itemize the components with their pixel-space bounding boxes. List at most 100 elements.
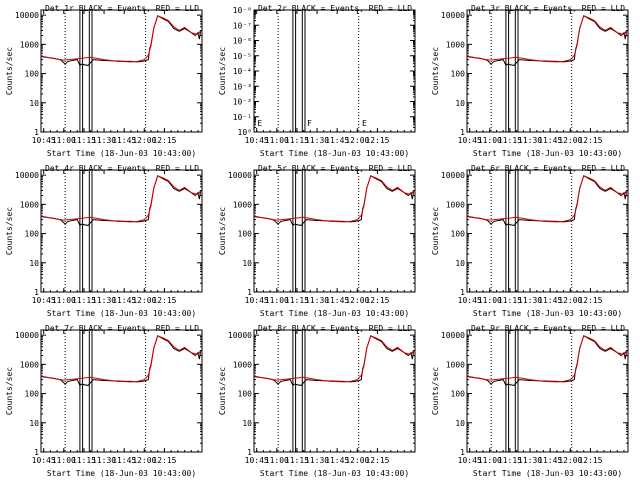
y-tick-label: 10⁻⁵ bbox=[233, 52, 252, 61]
x-tick-label: 11:30 bbox=[305, 296, 329, 305]
solid-interval-bar bbox=[292, 169, 297, 293]
x-tick-label: 11:30 bbox=[518, 296, 542, 305]
x-axis-label: Start Time (18-Jun-03 10:43:00) bbox=[473, 309, 622, 318]
panel-title: Det 2r BLACK = Events, RED = LLD bbox=[258, 4, 412, 13]
x-tick-label: 12:00 bbox=[345, 136, 369, 145]
x-tick-label: 12:15 bbox=[365, 456, 389, 465]
y-tick-label: 100 bbox=[451, 390, 466, 399]
y-tick-label: 10⁻⁴ bbox=[233, 67, 252, 76]
x-tick-label: 12:15 bbox=[152, 456, 176, 465]
x-axis-label: Start Time (18-Jun-03 10:43:00) bbox=[260, 309, 409, 318]
panel-title: Det 8r BLACK = Events, RED = LLD bbox=[258, 324, 412, 333]
events-series-line bbox=[466, 175, 628, 227]
x-tick-label: 11:15 bbox=[285, 296, 309, 305]
y-tick-label: 10 bbox=[29, 419, 39, 428]
y-tick-label: 100 bbox=[238, 230, 253, 239]
y-axis-label: Counts/sec bbox=[218, 207, 227, 255]
lld-series-line bbox=[466, 175, 628, 223]
x-tick-label: 10:45 bbox=[32, 296, 56, 305]
x-tick-label: 11:45 bbox=[325, 136, 349, 145]
y-tick-label: 10⁻² bbox=[233, 98, 252, 107]
lld-series-line bbox=[40, 335, 202, 383]
y-tick-label: 1000 bbox=[20, 200, 39, 209]
x-tick-label: 11:45 bbox=[538, 136, 562, 145]
y-tick-label: 1000 bbox=[446, 40, 465, 49]
x-tick-label: 11:30 bbox=[305, 456, 329, 465]
y-tick-label: 10000 bbox=[228, 331, 252, 340]
x-tick-label: 10:45 bbox=[245, 136, 269, 145]
y-tick-label: 1000 bbox=[233, 200, 252, 209]
lld-series-line bbox=[466, 335, 628, 383]
plot-frame bbox=[466, 329, 629, 453]
plot-frame bbox=[40, 169, 203, 293]
x-tick-label: 12:15 bbox=[578, 136, 602, 145]
y-tick-label: 100 bbox=[451, 230, 466, 239]
detector-panel: Det 1r BLACK = Events, RED = LLD Counts/s… bbox=[5, 4, 203, 158]
y-tick-label: 1000 bbox=[20, 360, 39, 369]
x-tick-label: 11:00 bbox=[478, 296, 502, 305]
detector-panel: Det 6r BLACK = Events, RED = LLD Counts/s… bbox=[431, 164, 629, 318]
panel-title: Det 6r BLACK = Events, RED = LLD bbox=[471, 164, 625, 173]
lld-series-line bbox=[253, 175, 415, 223]
solid-interval-bar bbox=[79, 169, 84, 293]
y-tick-label: 1000 bbox=[233, 360, 252, 369]
y-tick-label: 1 bbox=[34, 128, 39, 137]
y-tick-label: 100 bbox=[25, 230, 40, 239]
x-tick-label: 11:15 bbox=[72, 136, 96, 145]
y-axis-label: Counts/sec bbox=[5, 207, 14, 255]
solid-interval-bar bbox=[292, 9, 297, 133]
y-tick-label: 100 bbox=[25, 70, 40, 79]
x-tick-label: 12:15 bbox=[365, 136, 389, 145]
y-tick-label: 10⁰ bbox=[238, 128, 252, 137]
y-tick-label: 1 bbox=[460, 128, 465, 137]
x-tick-label: 11:15 bbox=[498, 136, 522, 145]
solid-interval-bar bbox=[292, 329, 297, 453]
x-tick-label: 11:00 bbox=[52, 136, 76, 145]
y-tick-label: 10000 bbox=[15, 171, 39, 180]
x-tick-label: 11:30 bbox=[518, 136, 542, 145]
x-tick-label: 12:00 bbox=[345, 296, 369, 305]
x-axis-label: Start Time (18-Jun-03 10:43:00) bbox=[473, 149, 622, 158]
x-tick-label: 11:15 bbox=[72, 296, 96, 305]
detector-panel: Det 2r BLACK = Events, RED = LLD Counts/s… bbox=[218, 4, 416, 158]
y-axis-label: Counts/sec bbox=[431, 47, 440, 95]
y-axis-label: Counts/sec bbox=[431, 207, 440, 255]
x-tick-label: 11:45 bbox=[538, 296, 562, 305]
y-tick-label: 100 bbox=[451, 70, 466, 79]
panel-title: Det 9r BLACK = Events, RED = LLD bbox=[471, 324, 625, 333]
detector-panel: Det 5r BLACK = Events, RED = LLD Counts/s… bbox=[218, 164, 416, 318]
x-axis-label: Start Time (18-Jun-03 10:43:00) bbox=[473, 469, 622, 478]
y-tick-label: 10000 bbox=[441, 331, 465, 340]
solid-interval-bar bbox=[514, 329, 519, 453]
solid-interval-bar bbox=[505, 9, 510, 133]
lld-series-line bbox=[253, 335, 415, 383]
x-tick-label: 10:45 bbox=[32, 456, 56, 465]
events-series-line bbox=[40, 15, 202, 67]
detector-panel: Det 9r BLACK = Events, RED = LLD Counts/s… bbox=[431, 324, 629, 478]
lld-series-line bbox=[40, 175, 202, 223]
x-tick-label: 11:00 bbox=[52, 296, 76, 305]
events-series-line bbox=[40, 335, 202, 387]
x-tick-label: 10:45 bbox=[458, 136, 482, 145]
plot-frame bbox=[253, 329, 416, 453]
x-tick-label: 10:45 bbox=[245, 296, 269, 305]
solid-interval-bar bbox=[505, 329, 510, 453]
events-series-line bbox=[40, 175, 202, 227]
solid-interval-bar bbox=[79, 329, 84, 453]
y-tick-label: 10000 bbox=[441, 11, 465, 20]
solid-interval-bar bbox=[88, 9, 93, 133]
x-tick-label: 12:15 bbox=[152, 296, 176, 305]
events-series-line bbox=[253, 335, 415, 387]
x-tick-label: 12:00 bbox=[132, 456, 156, 465]
x-tick-label: 11:15 bbox=[72, 456, 96, 465]
x-tick-label: 11:45 bbox=[538, 456, 562, 465]
x-tick-label: 11:15 bbox=[498, 456, 522, 465]
solid-interval-bar bbox=[88, 329, 93, 453]
solid-interval-bar bbox=[301, 169, 306, 293]
x-axis-label: Start Time (18-Jun-03 10:43:00) bbox=[260, 469, 409, 478]
x-tick-label: 10:45 bbox=[458, 456, 482, 465]
y-tick-label: 1 bbox=[460, 288, 465, 297]
y-tick-label: 10000 bbox=[228, 171, 252, 180]
plot-frame bbox=[466, 9, 629, 133]
interval-marker-label: F bbox=[307, 119, 312, 128]
